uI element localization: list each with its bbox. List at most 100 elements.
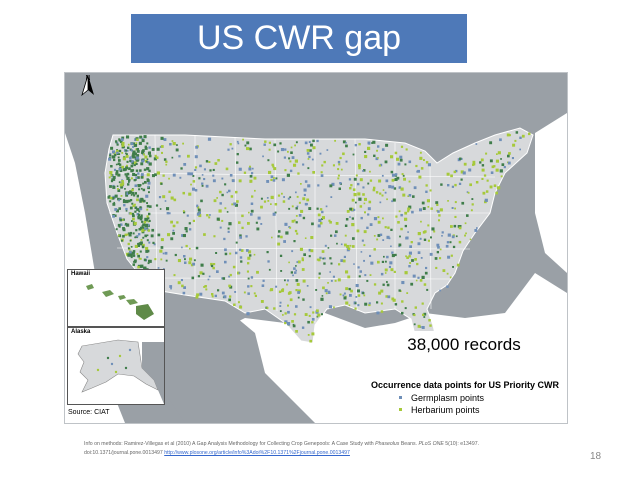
occurrence-point	[140, 187, 143, 190]
occurrence-point	[348, 304, 351, 307]
occurrence-point	[293, 163, 297, 167]
occurrence-point	[120, 195, 123, 197]
occurrence-point	[156, 171, 160, 175]
occurrence-point	[519, 136, 522, 139]
occurrence-point	[117, 173, 121, 177]
occurrence-point	[397, 162, 401, 166]
occurrence-point	[268, 170, 272, 175]
occurrence-point	[352, 153, 355, 156]
occurrence-point	[141, 200, 144, 203]
occurrence-point	[289, 226, 292, 229]
occurrence-point	[383, 255, 385, 258]
occurrence-point	[297, 172, 300, 175]
occurrence-point	[451, 185, 454, 188]
occurrence-point	[125, 175, 128, 178]
occurrence-point	[221, 291, 225, 295]
occurrence-point	[452, 266, 454, 268]
occurrence-point	[201, 182, 204, 185]
occurrence-point	[458, 226, 462, 230]
occurrence-point	[253, 176, 257, 180]
occurrence-point	[219, 190, 222, 194]
occurrence-point	[308, 314, 311, 317]
occurrence-point	[347, 247, 351, 250]
occurrence-point	[364, 197, 367, 201]
occurrence-point	[243, 171, 247, 174]
occurrence-point	[223, 237, 226, 241]
occurrence-point	[132, 150, 136, 154]
legend-title: Occurrence data points for US Priority C…	[371, 380, 560, 390]
occurrence-point	[421, 275, 425, 279]
occurrence-point	[353, 208, 356, 211]
occurrence-point	[144, 223, 148, 227]
hawaii-label: Hawaii	[71, 271, 91, 277]
occurrence-point	[109, 200, 112, 203]
occurrence-point	[394, 303, 398, 306]
info-url-link[interactable]: http://www.plosone.org/article/info%3Ado…	[164, 450, 350, 456]
occurrence-point	[340, 168, 343, 171]
occurrence-point	[283, 196, 285, 198]
occurrence-point	[193, 259, 196, 262]
occurrence-point	[209, 214, 211, 216]
occurrence-point	[127, 183, 130, 186]
occurrence-point	[284, 320, 288, 324]
occurrence-point	[355, 284, 359, 288]
occurrence-point	[121, 136, 125, 140]
occurrence-point	[460, 178, 463, 181]
occurrence-point	[475, 181, 479, 184]
occurrence-point	[412, 195, 415, 198]
occurrence-point	[260, 223, 263, 225]
occurrence-point	[410, 241, 413, 244]
occurrence-point	[119, 217, 122, 220]
occurrence-point	[495, 191, 498, 195]
occurrence-point	[470, 209, 473, 212]
occurrence-point	[173, 198, 177, 202]
occurrence-point	[394, 177, 398, 181]
occurrence-point	[295, 269, 297, 272]
occurrence-point	[460, 157, 463, 160]
occurrence-point	[415, 279, 418, 282]
occurrence-point	[134, 173, 138, 177]
occurrence-point	[451, 235, 455, 239]
occurrence-point	[304, 180, 308, 183]
occurrence-point	[419, 156, 423, 160]
occurrence-point	[408, 180, 411, 183]
occurrence-point	[329, 184, 333, 188]
occurrence-point	[270, 203, 272, 205]
occurrence-point	[183, 286, 186, 289]
occurrence-point	[297, 291, 300, 294]
occurrence-point	[521, 134, 525, 138]
occurrence-point	[136, 198, 139, 202]
occurrence-point	[497, 151, 501, 155]
occurrence-point	[337, 160, 341, 164]
occurrence-point	[364, 211, 366, 214]
occurrence-point	[109, 156, 111, 159]
occurrence-point	[224, 207, 227, 210]
occurrence-point	[203, 168, 206, 171]
occurrence-point	[137, 194, 139, 197]
occurrence-point	[136, 253, 139, 255]
occurrence-point	[528, 132, 531, 136]
occurrence-point	[139, 217, 143, 221]
occurrence-point	[302, 298, 305, 301]
occurrence-point	[459, 157, 462, 160]
occurrence-point	[247, 222, 250, 225]
occurrence-point	[419, 208, 422, 212]
occurrence-point	[351, 198, 355, 202]
occurrence-point	[148, 212, 151, 216]
occurrence-point	[292, 324, 296, 328]
occurrence-point	[485, 190, 489, 193]
occurrence-point	[338, 163, 341, 166]
occurrence-point	[319, 208, 323, 211]
occurrence-point	[118, 181, 121, 184]
occurrence-point	[181, 246, 183, 249]
occurrence-point	[291, 205, 294, 208]
occurrence-point	[133, 152, 137, 156]
occurrence-point	[469, 238, 472, 241]
occurrence-point	[130, 254, 133, 257]
occurrence-point	[112, 215, 115, 218]
occurrence-point	[339, 182, 342, 185]
occurrence-point	[321, 250, 325, 253]
occurrence-point	[177, 259, 181, 263]
occurrence-point	[417, 242, 421, 246]
occurrence-point	[298, 214, 302, 217]
